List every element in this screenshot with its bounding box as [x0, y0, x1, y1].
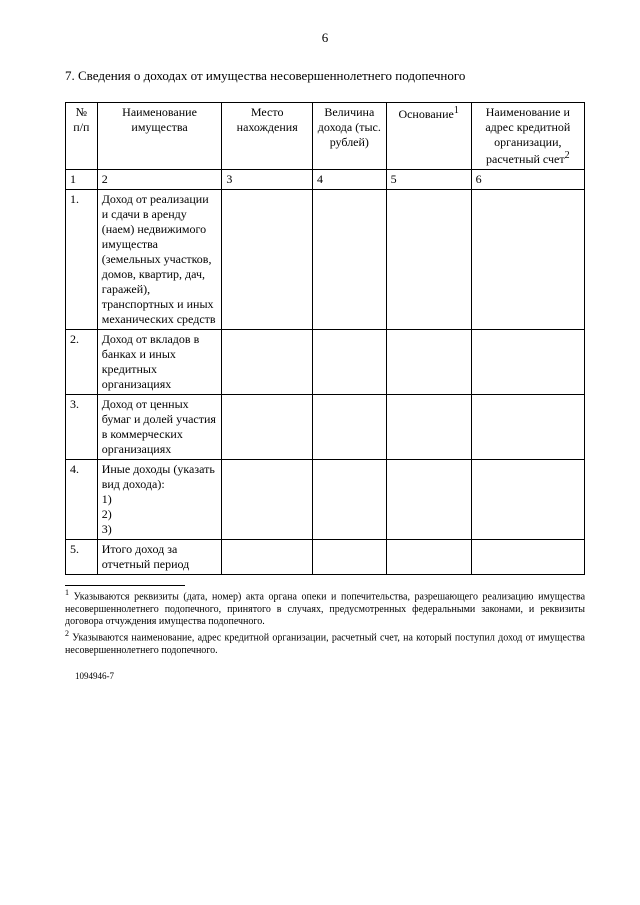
cell-empty: [471, 395, 584, 460]
cell-empty: [313, 395, 387, 460]
cell-empty: [471, 460, 584, 540]
col-index: 2: [97, 170, 222, 190]
document-page: 6 7. Сведения о доходах от имущества нес…: [0, 0, 640, 701]
row-number: 2.: [66, 330, 98, 395]
col-header: № п/п: [66, 103, 98, 170]
cell-empty: [222, 190, 313, 330]
row-number: 3.: [66, 395, 98, 460]
footnote: 2 Указываются наименование, адрес кредит…: [65, 629, 585, 657]
page-number: 6: [65, 30, 585, 46]
row-number: 4.: [66, 460, 98, 540]
col-index: 5: [386, 170, 471, 190]
cell-empty: [471, 330, 584, 395]
cell-empty: [386, 540, 471, 575]
footnotes: 1 Указываются реквизиты (дата, номер) ак…: [65, 588, 585, 657]
cell-empty: [471, 190, 584, 330]
cell-empty: [386, 190, 471, 330]
table-row: 5. Итого доход за отчетный период: [66, 540, 585, 575]
row-name: Итого доход за отчетный период: [97, 540, 222, 575]
table-header-row: № п/п Наименование имущества Место нахож…: [66, 103, 585, 170]
row-name: Доход от ценных бумаг и долей участия в …: [97, 395, 222, 460]
cell-empty: [313, 540, 387, 575]
table-row: 2. Доход от вкладов в банках и иных кред…: [66, 330, 585, 395]
row-number: 5.: [66, 540, 98, 575]
cell-empty: [222, 540, 313, 575]
col-index: 1: [66, 170, 98, 190]
col-header: Наименование и адрес кредитной организац…: [471, 103, 584, 170]
row-name: Иные доходы (указать вид дохода): 1) 2) …: [97, 460, 222, 540]
document-id: 1094946-7: [75, 671, 585, 681]
cell-empty: [313, 330, 387, 395]
col-index: 3: [222, 170, 313, 190]
table-row: 3. Доход от ценных бумаг и долей участия…: [66, 395, 585, 460]
cell-empty: [386, 330, 471, 395]
table-row: 4. Иные доходы (указать вид дохода): 1) …: [66, 460, 585, 540]
footnote-separator: [65, 585, 185, 586]
row-name: Доход от вкладов в банках и иных кредитн…: [97, 330, 222, 395]
cell-empty: [313, 460, 387, 540]
col-header: Место нахождения: [222, 103, 313, 170]
cell-empty: [222, 330, 313, 395]
cell-empty: [386, 460, 471, 540]
col-header: Основание1: [386, 103, 471, 170]
col-header: Наименование имущества: [97, 103, 222, 170]
table-index-row: 1 2 3 4 5 6: [66, 170, 585, 190]
cell-empty: [471, 540, 584, 575]
row-number: 1.: [66, 190, 98, 330]
col-index: 4: [313, 170, 387, 190]
footnote: 1 Указываются реквизиты (дата, номер) ак…: [65, 588, 585, 629]
row-name: Доход от реализации и сдачи в аренду (на…: [97, 190, 222, 330]
table-row: 1. Доход от реализации и сдачи в аренду …: [66, 190, 585, 330]
col-header: Величина дохода (тыс. рублей): [313, 103, 387, 170]
section-title: 7. Сведения о доходах от имущества несов…: [65, 68, 585, 84]
col-index: 6: [471, 170, 584, 190]
cell-empty: [386, 395, 471, 460]
cell-empty: [313, 190, 387, 330]
cell-empty: [222, 395, 313, 460]
cell-empty: [222, 460, 313, 540]
income-table: № п/п Наименование имущества Место нахож…: [65, 102, 585, 575]
